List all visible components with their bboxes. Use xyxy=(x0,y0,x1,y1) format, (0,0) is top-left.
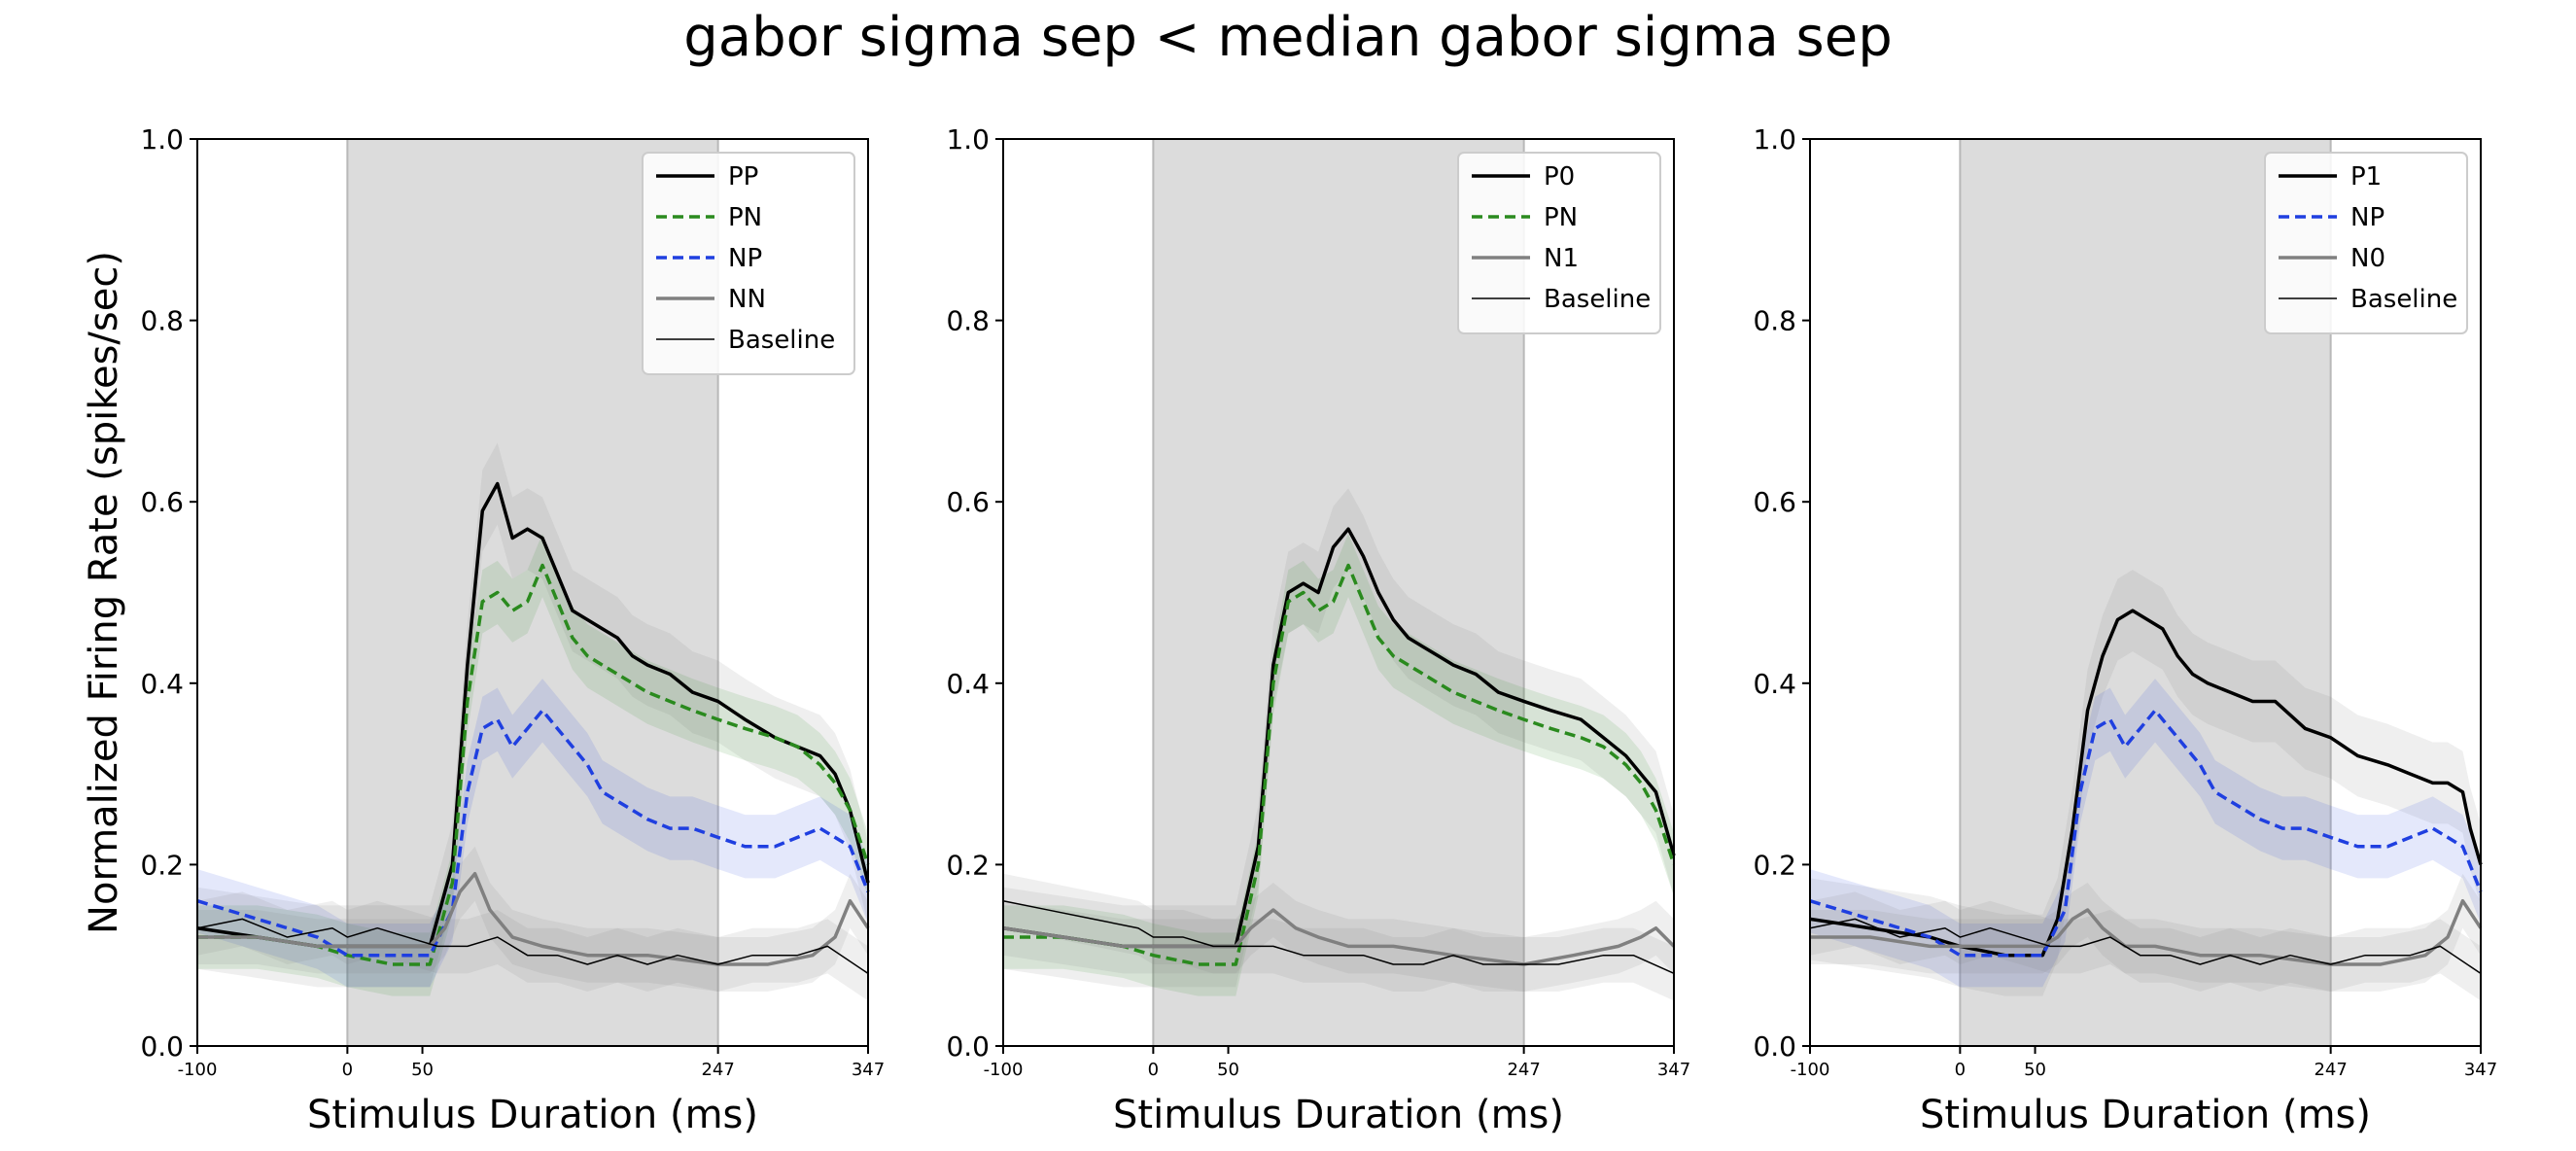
legend-label-pp: PP xyxy=(728,162,758,192)
y-tick-label: 0.6 xyxy=(946,486,990,518)
legend-label-np: NP xyxy=(2350,203,2385,232)
legend: PP PN NP NN Baseline xyxy=(642,152,855,375)
legend-label-np: NP xyxy=(728,244,762,273)
series-line-pn xyxy=(1003,563,1676,966)
y-tick-label: 0.0 xyxy=(1753,1030,1796,1063)
legend-label-n1: N1 xyxy=(1544,244,1579,273)
y-tick-label: 1.0 xyxy=(140,123,184,156)
x-axis-label: Stimulus Duration (ms) xyxy=(1113,1093,1564,1137)
figure-title: gabor sigma sep < median gabor sigma sep xyxy=(683,6,1893,69)
x-axis-label: Stimulus Duration (ms) xyxy=(307,1093,758,1137)
x-tick-label: 247 xyxy=(1507,1060,1540,1080)
y-tick-label: 0.4 xyxy=(1753,668,1796,700)
series-band-baseline xyxy=(197,891,868,1001)
y-tick-label: 0.4 xyxy=(946,668,990,700)
x-tick-label: 247 xyxy=(701,1060,734,1080)
y-tick-label: 1.0 xyxy=(1753,123,1796,156)
series-line-np xyxy=(196,709,870,958)
x-tick-label: 347 xyxy=(2464,1060,2497,1080)
y-tick-label: 0.2 xyxy=(1753,849,1796,881)
legend-label-baseline: Baseline xyxy=(2350,285,2457,314)
legend-label-n0: N0 xyxy=(2350,244,2385,273)
legend-box xyxy=(2264,152,2468,334)
x-tick-label: 50 xyxy=(2024,1060,2046,1080)
y-axis-label: Normalized Firing Rate (spikes/sec) xyxy=(82,251,126,934)
x-tick-label: 247 xyxy=(2314,1060,2347,1080)
series-band-baseline xyxy=(1003,873,1674,1001)
x-tick-label: -100 xyxy=(1791,1060,1830,1080)
plot-frame xyxy=(1002,138,1675,1047)
x-tick-label: 0 xyxy=(1148,1060,1159,1080)
series-band-np xyxy=(1810,679,2481,988)
y-tick-label: 0.6 xyxy=(140,486,184,518)
series-line-n1 xyxy=(1002,908,1676,966)
legend: P1 NP N0 Baseline xyxy=(2264,152,2468,334)
x-tick-label: 50 xyxy=(1217,1060,1239,1080)
y-tick-label: 0.2 xyxy=(140,849,184,881)
y-tick-label: 0.0 xyxy=(140,1030,184,1063)
y-tick-label: 0.8 xyxy=(140,305,184,337)
series-line-baseline xyxy=(1809,918,2482,974)
series-band-nn xyxy=(197,846,868,993)
x-axis-label: Stimulus Duration (ms) xyxy=(1920,1093,2371,1137)
y-tick-label: 0.8 xyxy=(946,305,990,337)
series-line-baseline xyxy=(1002,899,1675,975)
x-tick-label: 347 xyxy=(1657,1060,1690,1080)
legend-label-pn: PN xyxy=(1544,203,1578,232)
legend-label-baseline: Baseline xyxy=(728,326,835,355)
legend-box xyxy=(1457,152,1661,334)
legend-label-pn: PN xyxy=(728,203,762,232)
x-tick-label: 50 xyxy=(411,1060,434,1080)
series-band-pp xyxy=(197,442,868,988)
y-tick-label: 1.0 xyxy=(946,123,990,156)
y-tick-label: 0.8 xyxy=(1753,305,1796,337)
legend-box xyxy=(642,152,855,375)
legend-label-p1: P1 xyxy=(2350,162,2382,192)
x-tick-label: 0 xyxy=(1955,1060,1966,1080)
series-line-nn xyxy=(197,871,870,966)
panel-3: 0.0 0.2 0.4 0.6 0.8 1.0 -100 0 50 247 347 Stimulus … xyxy=(1753,123,2497,1137)
y-tick-label: 0.2 xyxy=(946,849,990,881)
y-tick-label: 0.6 xyxy=(1753,486,1796,518)
plot-frame xyxy=(196,138,869,1047)
legend-label-p0: P0 xyxy=(1544,162,1575,192)
x-tick-label: 0 xyxy=(342,1060,353,1080)
x-tick-label: -100 xyxy=(178,1060,218,1080)
series-line-pn xyxy=(197,563,870,966)
panel-2: 0.0 0.2 0.4 0.6 0.8 1.0 -100 0 50 247 347 Stimulus … xyxy=(946,123,1690,1137)
x-tick-label: 347 xyxy=(852,1060,885,1080)
y-tick-label: 0.4 xyxy=(140,668,184,700)
series-line-n0 xyxy=(1810,898,2483,966)
legend: P0 PN N1 Baseline xyxy=(1457,152,1661,334)
series-line-baseline xyxy=(196,918,869,974)
legend-label-nn: NN xyxy=(728,285,766,314)
series-band-p1 xyxy=(1810,570,2481,996)
legend-label-baseline: Baseline xyxy=(1544,285,1651,314)
series-band-pn xyxy=(197,533,868,996)
series-line-np xyxy=(1809,709,2483,958)
series-band-np xyxy=(197,679,868,988)
series-band-pn xyxy=(1003,533,1674,996)
y-tick-label: 0.0 xyxy=(946,1030,990,1063)
plot-frame xyxy=(1809,138,2482,1047)
panel-1: 0.0 0.2 0.4 0.6 0.8 1.0 -100 0 50 247 347 Stimulus … xyxy=(82,123,885,1137)
x-tick-label: -100 xyxy=(984,1060,1024,1080)
